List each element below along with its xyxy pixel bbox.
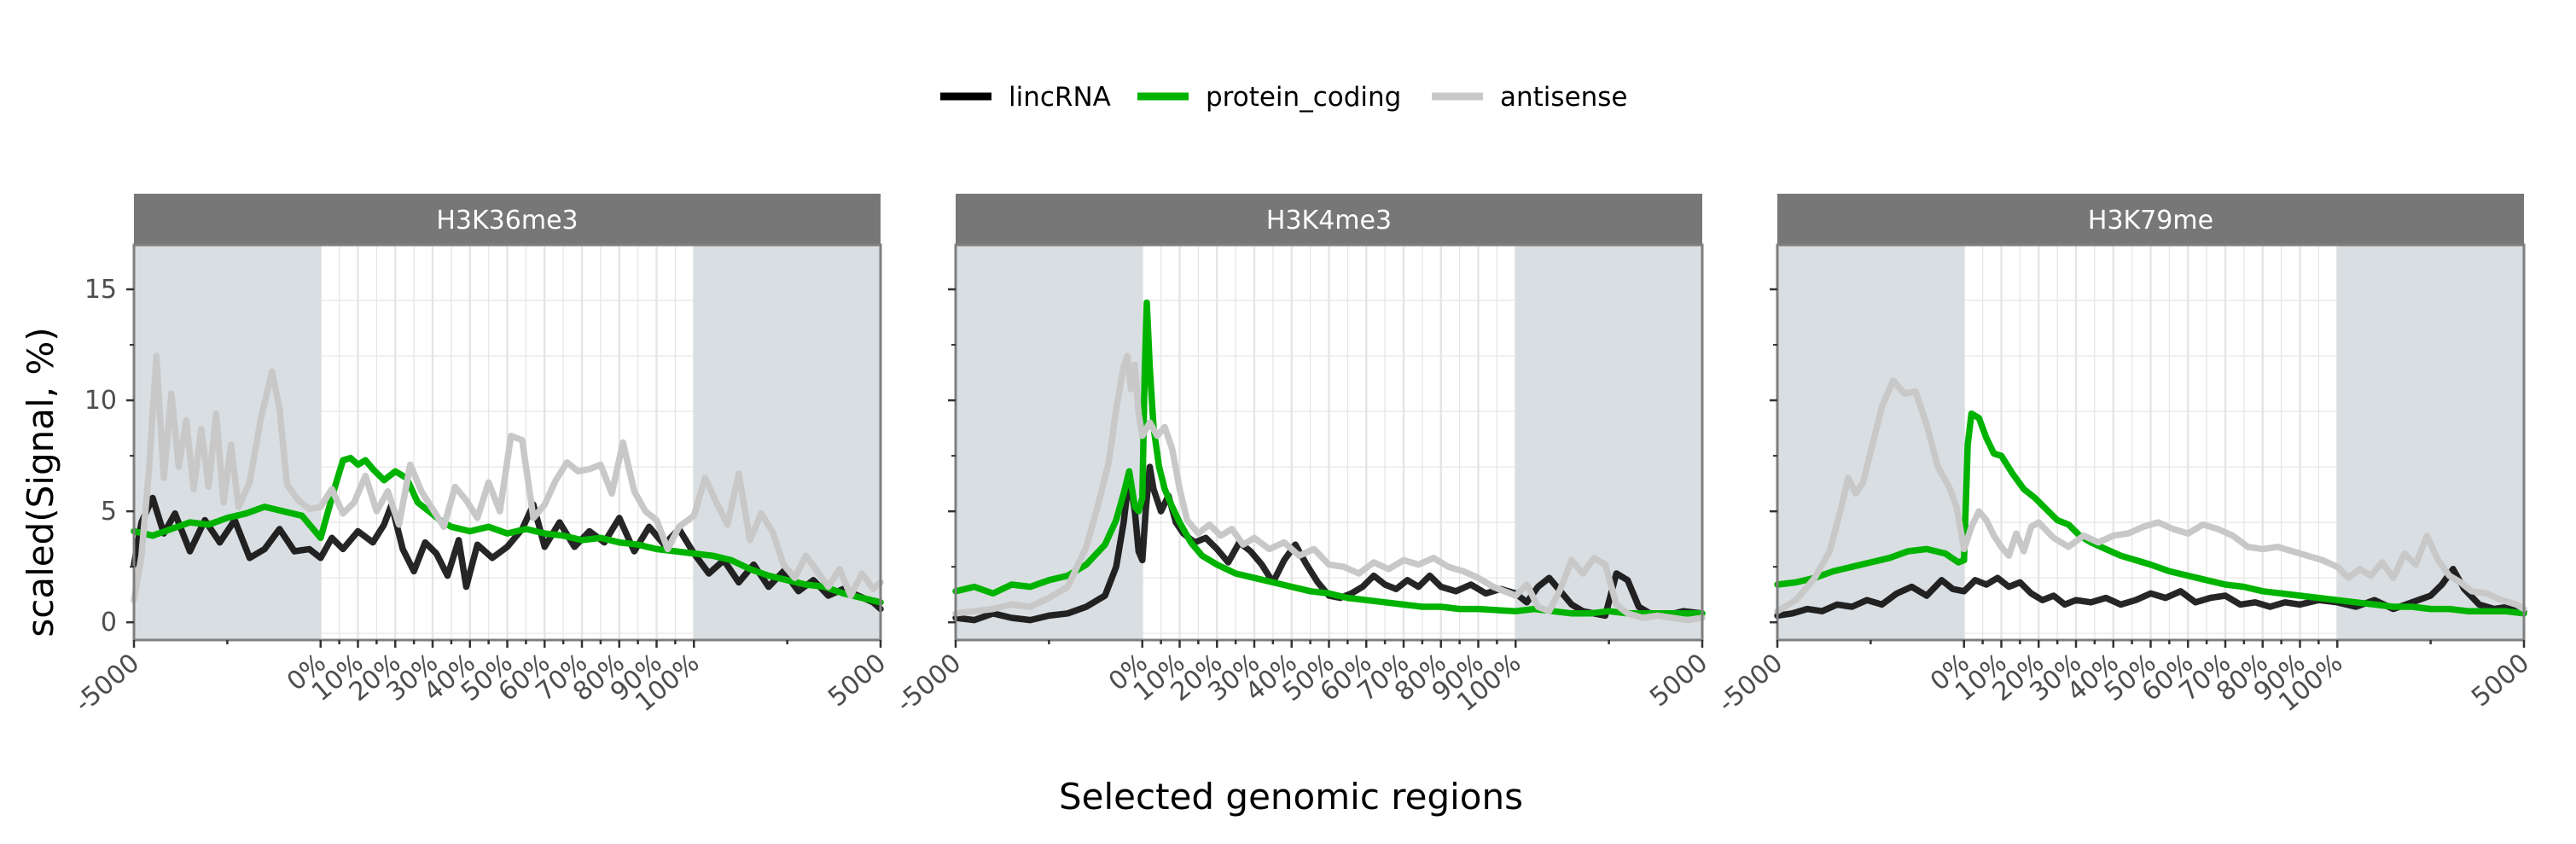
y-tick-label: 0 (101, 608, 117, 637)
x-tick-label: -5000 (1712, 648, 1788, 719)
series-line-antisense (131, 352, 884, 603)
x-tick-label: 5000 (2466, 648, 2535, 713)
facet-panels: H3K36me3 0 5 10 15 -5000 0%10%20%30%40%50%60%7… (69, 194, 2535, 719)
legend-label: antisense (1500, 82, 1628, 113)
facet-strip (956, 194, 1702, 245)
legend-label: protein_coding (1206, 82, 1401, 113)
panel-h3k36me3: H3K36me3 0 5 10 15 -5000 0%10%20%30%40%50%60%7… (69, 194, 892, 719)
panel-h3k4me3: H3K4me3 -5000 0%10%20%30%40%50%60%70%80%90… (891, 194, 1713, 719)
facet-strip (1777, 194, 2524, 245)
y-tick-label: 15 (84, 275, 117, 305)
legend: lincRNA protein_coding antisense (940, 82, 1628, 113)
y-axis: 0 5 10 15 (84, 275, 134, 637)
x-tick-label: -5000 (891, 648, 967, 719)
facet-strip-label: H3K79me (2088, 206, 2213, 236)
y-axis-title: scaled(Signal, %) (20, 327, 61, 637)
facet-strip (134, 194, 881, 245)
shaded-region-downstream (2337, 245, 2524, 640)
legend-item-protein-coding: protein_coding (1137, 82, 1401, 113)
series-lines (1774, 376, 2527, 620)
legend-item-antisense: antisense (1432, 82, 1628, 113)
x-axis: -5000 0%10%20%30%40%50%60%70%80%90%100% 50… (1712, 640, 2535, 719)
facet-strip-label: H3K36me3 (436, 206, 578, 236)
legend-label: lincRNA (1009, 82, 1111, 113)
x-tick-label: 5000 (1644, 648, 1713, 713)
legend-item-lincRNA: lincRNA (940, 82, 1111, 113)
facet-strip-label: H3K4me3 (1266, 206, 1392, 236)
panel-h3k79me: H3K79me -5000 0%10%20%30%40%50%60%70%80%90… (1712, 194, 2535, 719)
series-lines (952, 299, 1706, 624)
x-axis: -5000 0%10%20%30%40%50%60%70%80%90%100% 50… (891, 640, 1713, 719)
series-line-antisense (952, 352, 1706, 624)
grid (134, 245, 881, 640)
series-line-antisense (1774, 376, 2527, 614)
x-axis: -5000 0%10%20%30%40%50%60%70%80%90%100% 50… (69, 640, 892, 719)
y-tick-label: 10 (84, 386, 117, 416)
x-axis-title: Selected genomic regions (1059, 776, 1523, 818)
x-tick-label: -5000 (69, 648, 145, 719)
y-axis (948, 288, 956, 624)
y-axis (1770, 288, 1777, 624)
y-tick-label: 5 (101, 497, 117, 527)
x-tick-label: 5000 (823, 648, 892, 713)
series-lines (131, 352, 884, 613)
